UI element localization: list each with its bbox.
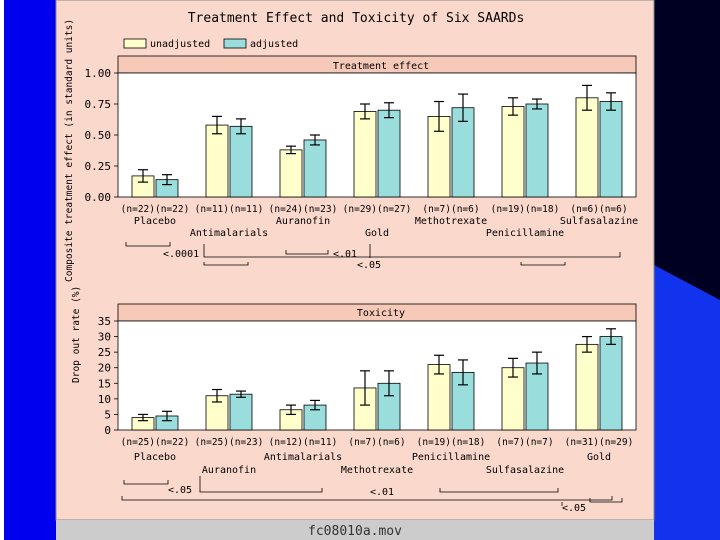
chart2-category-label-auranofin: Auranofin bbox=[202, 465, 256, 476]
chart1-n-label: (n=19)(n=18) bbox=[491, 204, 560, 215]
legend-label-unadjusted: unadjusted bbox=[150, 39, 210, 50]
chart1-sig-label-0: <.0001 bbox=[163, 249, 199, 260]
chart2-sig-label-2: <.05 bbox=[562, 503, 586, 514]
figure-title: Treatment Effect and Toxicity of Six SAA… bbox=[188, 11, 525, 26]
chart1-category-label-sulfasalazine: Sulfasalazine bbox=[560, 216, 638, 227]
chart2-ytick-label: 5 bbox=[104, 408, 111, 421]
chart2-ytick-label: 15 bbox=[98, 377, 111, 390]
chart1-ytick-label: 0.75 bbox=[85, 98, 112, 111]
footer-filename: fc08010a.mov bbox=[308, 524, 402, 539]
chart2-sig-label-0: <.05 bbox=[168, 485, 192, 496]
chart2-sig-label-1: <.01 bbox=[370, 487, 394, 498]
chart2-n-label: (n=19)(n=18) bbox=[417, 437, 486, 448]
chart1-category-label-gold: Gold bbox=[365, 228, 389, 239]
chart2-ytick-label: 35 bbox=[98, 315, 111, 328]
right-blue-shape bbox=[654, 265, 720, 540]
chart1-bar-unadjusted-penicillamine bbox=[501, 106, 525, 198]
chart2-category-label-placebo: Placebo bbox=[134, 452, 176, 463]
chart2-n-label: (n=25)(n=23) bbox=[195, 437, 264, 448]
white-strip bbox=[0, 0, 4, 540]
legend-label-adjusted: adjusted bbox=[250, 39, 298, 50]
chart2-bar-adjusted-auranofin bbox=[229, 393, 253, 431]
chart1-bar-adjusted-antimalarials bbox=[229, 125, 253, 198]
chart1-ytick-label: 0.25 bbox=[85, 160, 112, 173]
chart2-ytick-label: 0 bbox=[104, 424, 111, 437]
legend-swatch-adjusted bbox=[223, 38, 247, 49]
chart1-category-label-methotrexate: Methotrexate bbox=[415, 216, 487, 227]
chart1-category-label-antimalarials: Antimalarials bbox=[190, 228, 268, 239]
chart1-bar-unadjusted-antimalarials bbox=[205, 124, 229, 198]
chart1-ytick-label: 0.50 bbox=[85, 129, 112, 142]
chart2-n-label: (n=12)(n=11) bbox=[269, 437, 338, 448]
chart1-n-label: (n=29)(n=27) bbox=[343, 204, 412, 215]
footer-bar bbox=[56, 520, 654, 540]
chart2-n-label: (n=25)(n=22) bbox=[121, 437, 190, 448]
chart1-bar-adjusted-penicillamine bbox=[525, 103, 549, 198]
chart2-title: Toxicity bbox=[357, 308, 405, 319]
chart1-ytick-label: 0.00 bbox=[85, 191, 112, 204]
chart2-category-label-gold: Gold bbox=[587, 452, 611, 463]
chart2-category-label-sulfasalazine: Sulfasalazine bbox=[486, 465, 564, 476]
chart2-n-label: (n=31)(n=29) bbox=[565, 437, 634, 448]
treatment-effect-chart: Treatment effect Composite treatment eff… bbox=[64, 19, 638, 282]
chart1-category-label-auranofin: Auranofin bbox=[276, 216, 330, 227]
chart1-n-label: (n=24)(n=23) bbox=[269, 204, 338, 215]
legend-swatch-unadjusted bbox=[123, 38, 147, 49]
chart2-n-label: (n=7)(n=7) bbox=[496, 437, 553, 448]
toxicity-chart: Toxicity Drop out rate (%) 0 5 10 15 20 25 30 3… bbox=[71, 286, 637, 514]
chart1-bar-adjusted-sulfasalazine bbox=[599, 101, 623, 198]
chart2-ytick-label: 20 bbox=[98, 362, 111, 375]
chart2-ytick-label: 30 bbox=[98, 331, 111, 344]
chart2-category-label-penicillamine: Penicillamine bbox=[412, 452, 490, 463]
chart1-bar-unadjusted-sulfasalazine bbox=[575, 97, 599, 198]
chart2-ytick-label: 10 bbox=[98, 393, 111, 406]
chart1-bar-adjusted-gold bbox=[377, 109, 401, 198]
chart1-ylabel: Composite treatment effect (in standard … bbox=[64, 19, 75, 282]
chart2-ylabel: Drop out rate (%) bbox=[71, 286, 82, 383]
chart1-category-label-penicillamine: Penicillamine bbox=[486, 228, 564, 239]
chart1-category-label-placebo: Placebo bbox=[134, 216, 176, 227]
chart2-bar-unadjusted-gold bbox=[575, 343, 599, 431]
chart1-plot-area bbox=[117, 72, 637, 198]
chart1-sig-label-1: <.01 bbox=[333, 249, 357, 260]
chart1-n-label: (n=22)(n=22) bbox=[121, 204, 190, 215]
chart1-n-label: (n=11)(n=11) bbox=[195, 204, 264, 215]
chart2-category-label-methotrexate: Methotrexate bbox=[341, 465, 413, 476]
chart1-n-label: (n=7)(n=6) bbox=[422, 204, 479, 215]
chart1-bar-adjusted-auranofin bbox=[303, 139, 327, 198]
left-blue-frame bbox=[0, 0, 56, 540]
chart2-category-label-antimalarials: Antimalarials bbox=[264, 452, 342, 463]
chart1-bar-unadjusted-gold bbox=[353, 111, 377, 198]
chart2-n-label: (n=7)(n=6) bbox=[348, 437, 405, 448]
chart2-bar-adjusted-gold bbox=[599, 336, 623, 431]
chart2-plot-area bbox=[117, 320, 637, 431]
chart1-ytick-label: 1.00 bbox=[85, 67, 112, 80]
chart1-significance-brackets bbox=[125, 242, 621, 266]
chart1-n-label: (n=6)(n=6) bbox=[570, 204, 627, 215]
chart1-sig-label-2: <.05 bbox=[357, 260, 381, 271]
legend: unadjusted adjusted bbox=[123, 38, 298, 50]
chart2-significance-brackets bbox=[121, 476, 623, 506]
chart1-title: Treatment effect bbox=[333, 61, 429, 72]
chart1-bar-unadjusted-auranofin bbox=[279, 149, 303, 198]
chart2-ytick-label: 25 bbox=[98, 346, 111, 359]
